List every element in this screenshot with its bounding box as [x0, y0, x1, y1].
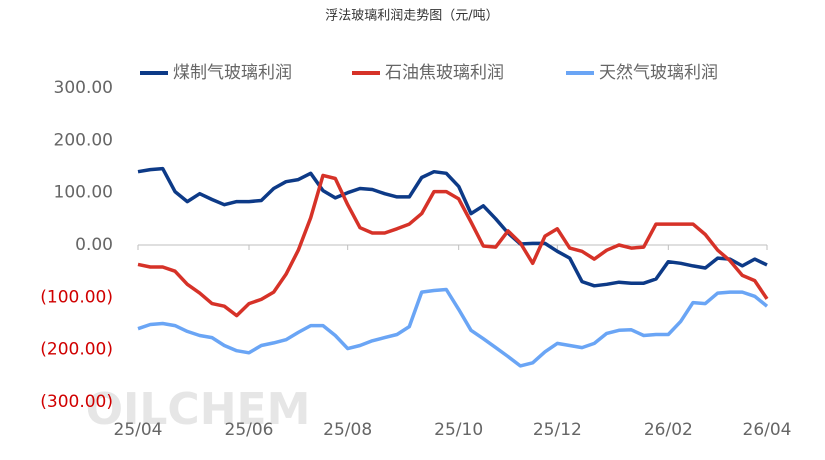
chart-title: 浮法玻璃利润走势图（元/吨）	[325, 8, 498, 24]
y-tick-label: (300.00)	[40, 392, 113, 412]
line-series	[137, 173, 769, 318]
y-tick-label: 0.00	[75, 235, 113, 255]
x-tick-label: 25/12	[533, 420, 582, 440]
y-tick-label: 300.00	[54, 78, 113, 98]
line-series	[137, 287, 769, 368]
x-tick-label: 25/08	[323, 420, 372, 440]
x-tick-label: 26/02	[644, 420, 693, 440]
line-series	[137, 166, 768, 288]
watermark: OILCHEM	[86, 384, 311, 435]
y-tick-label: (200.00)	[40, 340, 113, 360]
y-tick-label: 200.00	[54, 130, 113, 150]
x-tick-label: 25/06	[225, 420, 274, 440]
legend-label: 天然气玻璃利润	[599, 63, 718, 83]
legend-label: 石油焦玻璃利润	[385, 63, 504, 83]
legend-label: 煤制气玻璃利润	[173, 63, 292, 83]
y-tick-label: 100.00	[54, 183, 113, 203]
x-tick-label: 25/10	[434, 420, 483, 440]
x-tick-label: 26/04	[743, 420, 792, 440]
x-tick-label: 25/04	[114, 420, 163, 440]
y-tick-label: (100.00)	[40, 287, 113, 307]
